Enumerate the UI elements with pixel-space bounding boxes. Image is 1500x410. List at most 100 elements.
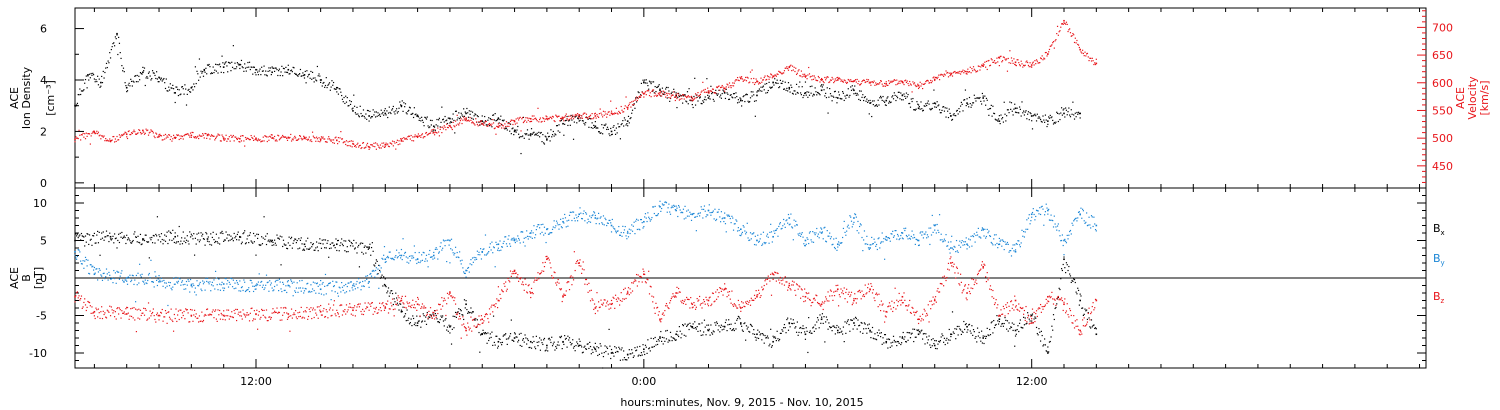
data-dot — [327, 240, 329, 242]
data-dot — [320, 247, 323, 249]
data-dot — [951, 311, 954, 313]
data-dot — [1081, 52, 1083, 54]
data-dot — [661, 87, 664, 89]
data-dot — [535, 118, 537, 121]
data-dot — [349, 103, 352, 106]
data-dot — [421, 133, 424, 135]
data-dot — [972, 70, 974, 72]
data-dot — [687, 103, 689, 105]
data-dot — [282, 134, 284, 137]
data-dot — [80, 139, 82, 141]
data-dot — [493, 119, 495, 121]
data-dot — [162, 285, 164, 287]
data-dot — [202, 71, 204, 73]
data-dot — [408, 323, 411, 325]
data-dot — [446, 122, 449, 125]
data-dot — [105, 140, 108, 142]
data-dot — [294, 73, 297, 75]
data-dot — [717, 85, 719, 88]
data-dot — [779, 332, 781, 335]
data-dot — [278, 238, 281, 240]
data-dot — [421, 134, 423, 136]
data-dot — [530, 135, 532, 137]
data-dot — [843, 99, 845, 102]
data-dot — [831, 330, 833, 332]
right-y-tick-label: 450 — [1432, 160, 1453, 173]
data-dot — [333, 244, 335, 246]
data-dot — [355, 283, 357, 285]
data-dot — [421, 116, 423, 118]
data-dot — [1066, 23, 1068, 26]
data-dot — [490, 336, 492, 339]
data-dot — [1090, 57, 1092, 59]
data-dot — [555, 225, 557, 227]
data-dot — [227, 138, 230, 140]
data-dot — [110, 239, 112, 241]
data-point — [335, 86, 338, 89]
data-dot — [674, 339, 676, 341]
data-dot — [130, 133, 132, 136]
data-dot — [1034, 316, 1036, 318]
data-dot — [632, 100, 634, 102]
data-dot — [491, 331, 493, 333]
data-dot — [793, 322, 795, 324]
data-dot — [681, 98, 683, 100]
data-dot — [673, 91, 676, 93]
data-dot — [1058, 287, 1060, 289]
data-dot — [479, 123, 481, 126]
data-dot — [707, 324, 710, 326]
data-point — [643, 81, 645, 84]
data-dot — [993, 113, 996, 115]
data-dot — [395, 249, 398, 251]
data-dot — [1014, 111, 1017, 113]
data-dot — [1006, 115, 1008, 117]
data-dot — [177, 280, 180, 282]
data-dot — [850, 86, 852, 88]
data-dot — [683, 94, 685, 96]
data-dot — [551, 345, 554, 347]
data-dot — [198, 137, 200, 140]
data-dot — [418, 119, 420, 121]
data-dot — [91, 266, 93, 268]
data-dot — [265, 284, 267, 286]
data-dot — [351, 287, 353, 289]
data-dot — [811, 332, 813, 334]
data-dot — [379, 147, 381, 149]
data-dot — [602, 367, 604, 369]
data-dot — [639, 345, 641, 348]
data-dot — [379, 277, 382, 279]
data-dot — [414, 134, 416, 136]
data-dot — [746, 76, 748, 78]
data-dot — [745, 76, 747, 79]
data-dot — [471, 122, 473, 124]
data-dot — [563, 343, 565, 346]
data-dot — [753, 100, 756, 102]
data-dot — [715, 93, 718, 95]
data-dot — [160, 79, 162, 81]
data-dot — [92, 74, 95, 76]
data-dot — [958, 325, 960, 328]
data-dot — [322, 281, 324, 284]
data-dot — [383, 254, 385, 256]
data-dot — [994, 62, 996, 64]
data-dot — [139, 131, 142, 134]
data-dot — [850, 80, 853, 83]
data-dot — [790, 64, 792, 66]
data-dot — [133, 233, 135, 235]
data-dot — [495, 241, 497, 243]
data-dot — [545, 115, 547, 117]
data-dot — [358, 145, 361, 147]
data-dot — [593, 113, 596, 115]
data-dot — [628, 103, 630, 105]
data-dot — [830, 79, 832, 81]
data-dot — [897, 82, 899, 84]
data-dot — [912, 97, 914, 100]
data-dot — [669, 340, 671, 342]
data-dot — [646, 90, 648, 92]
data-dot — [713, 331, 715, 333]
data-dot — [149, 131, 151, 133]
data-dot — [818, 77, 820, 79]
data-dot — [551, 336, 553, 338]
data-dot — [101, 279, 104, 282]
data-dot — [547, 119, 549, 121]
